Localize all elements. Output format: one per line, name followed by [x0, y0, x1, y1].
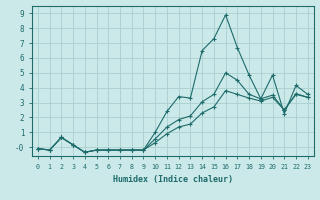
- X-axis label: Humidex (Indice chaleur): Humidex (Indice chaleur): [113, 175, 233, 184]
